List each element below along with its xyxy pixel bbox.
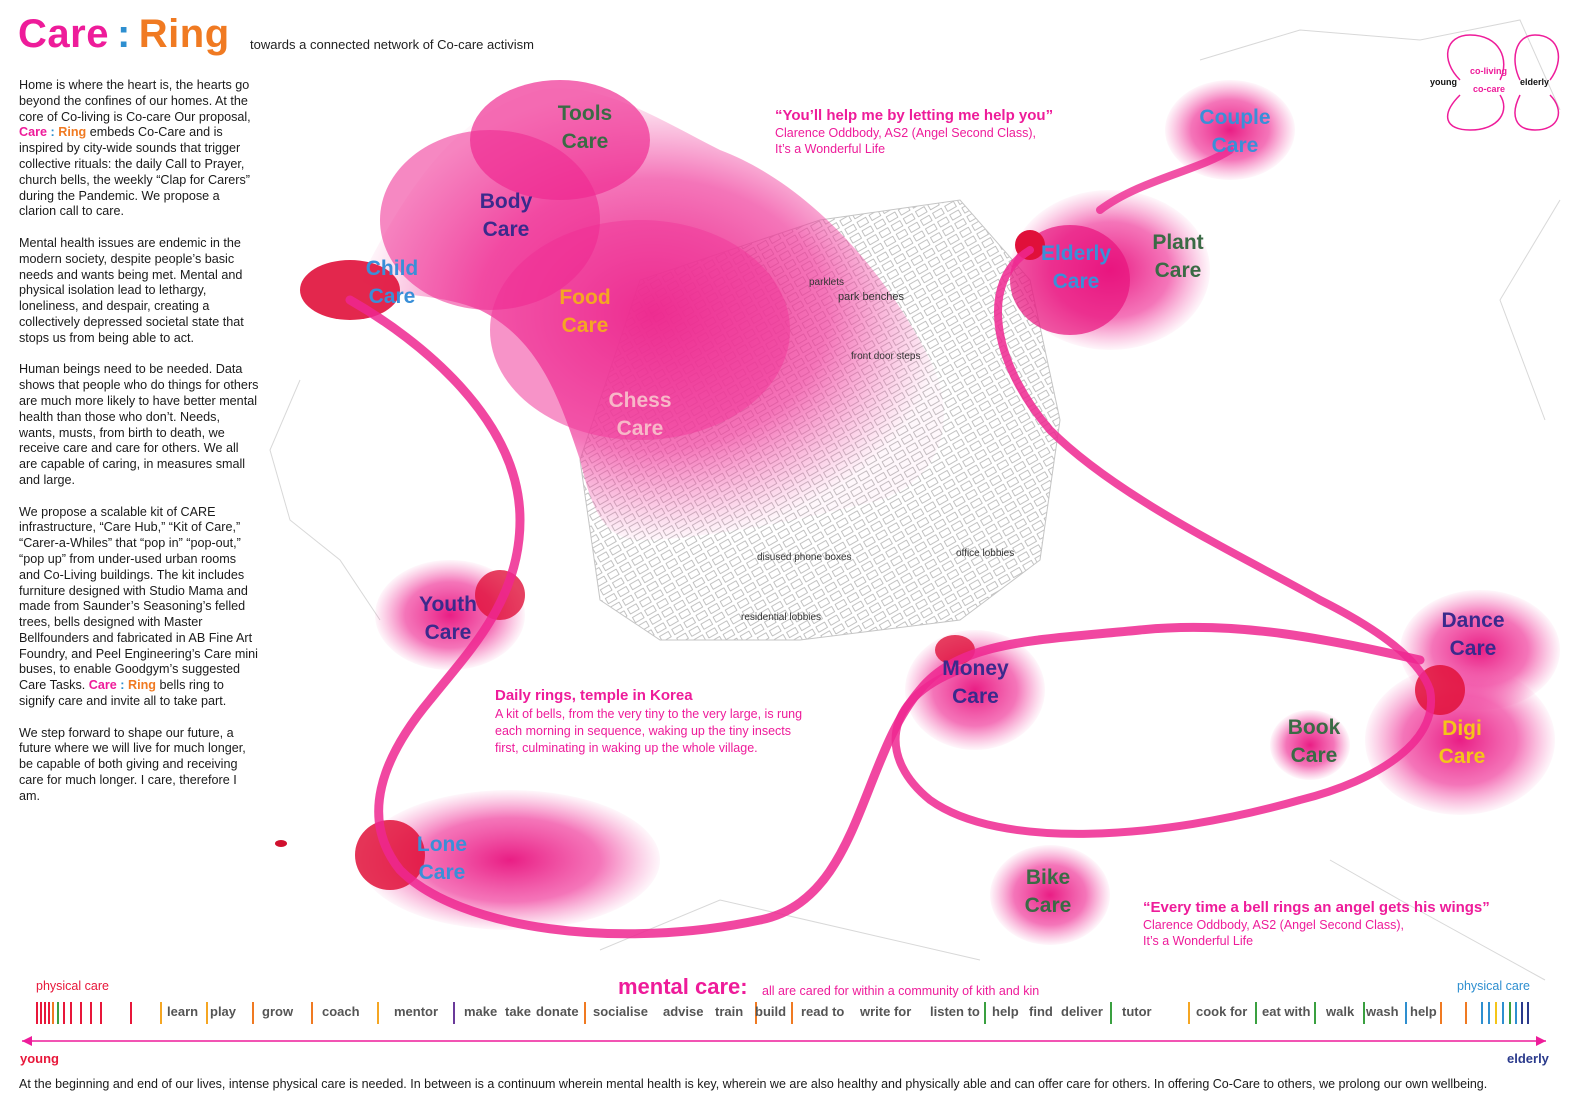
money-care-label: Money Care [942,657,1009,708]
intro-paragraph-1: Home is where the heart is, the hearts g… [19,78,259,220]
digi-care-label: Digi Care [1438,717,1486,768]
spectrum-word-grow: grow [262,1004,294,1019]
intro-paragraph-5: We step forward to shape our future, a f… [19,725,246,803]
legend-young: young [1430,77,1457,87]
page-subtitle: towards a connected network of Co-care a… [250,37,534,52]
spectrum-word-train: train [715,1004,744,1019]
spectrum-word-make: make [464,1004,498,1019]
quote-bell-rings-attribution: Clarence Oddbody, AS2 (Angel Second Clas… [1143,918,1405,948]
mental-care-subtitle: all are cared for within a community of … [762,984,1040,998]
dance-care-label: Dance Care [1441,609,1505,660]
intro-paragraph-2: Mental health issues are endemic in the … [19,235,244,345]
spectrum-word-write-for: write for [860,1004,912,1019]
chess-care-label: Chess Care [608,389,672,440]
spectrum-word-help-2: help [1410,1004,1437,1019]
map-label-parklets: parklets [809,277,845,288]
intro-p4-after: bells ring to signify care and invite al… [19,678,227,709]
legend-cocare: co-care [1473,84,1506,94]
elderly-care-label: Elderly Care [1040,242,1112,293]
intro-p4-colon: : [120,678,125,693]
intro-p1-after: embeds Co-Care and is inspired by city-w… [19,125,250,219]
spectrum-word-mentor: mentor [394,1004,439,1019]
legend-elderly: elderly [1520,77,1550,87]
intro-p1-colon: : [50,125,55,140]
bike-care-blob [990,845,1110,945]
spectrum-word-play: play [210,1004,237,1019]
intro-p1-ring: Ring [58,125,87,140]
tools-care-label: Tools Care [557,102,613,153]
daily-rings-body: A kit of bells, from the very tiny to th… [495,707,803,755]
quote-bell-rings: “Every time a bell rings an angel gets h… [1143,899,1490,916]
body-care-label: Body Care [479,190,533,241]
mental-care-title: mental care: [618,974,748,999]
spectrum-word-take: take [505,1004,532,1019]
map-label-front-door-steps: front door steps [851,351,921,362]
intro-paragraph-3: Human beings need to be needed. Data sho… [19,362,259,487]
title-ring: Ring [138,12,230,56]
spectrum-word-donate: donate [536,1004,579,1019]
title-care: Care [18,12,109,56]
intro-paragraph-4: We propose a scalable kit of CARE infras… [19,505,259,710]
map-label-park-benches: park benches [838,291,905,303]
intro-p1-before: Home is where the heart is, the hearts g… [19,78,251,124]
spectrum-word-build: build [755,1004,787,1019]
spectrum-word-learn: learn [167,1004,199,1019]
intro-p4-care: Care [88,678,117,693]
quote-help-me-attribution: Clarence Oddbody, AS2 (Angel Second Clas… [775,126,1037,156]
spectrum-word-deliver: deliver [1061,1004,1103,1019]
care-ring-paths [345,146,1436,939]
title-colon: : [116,12,131,56]
child-care-node [300,260,400,320]
digi-care-blob [1365,665,1555,815]
spectrum-word-tutor: tutor [1122,1004,1152,1019]
page-title: Care: Ring [18,12,230,57]
spectrum-word-eat-with: eat with [1262,1004,1311,1019]
quote-help-me: “You’ll help me by letting me help you” [775,107,1054,124]
spectrum-word-advise: advise [663,1004,704,1019]
intro-p1-care: Care [19,125,48,140]
red-dot [275,840,287,847]
spectrum-word-coach: coach [322,1004,360,1019]
footer-text: At the beginning and end of our lives, i… [19,1077,1488,1091]
physical-care-left: physical care [36,979,109,993]
intro-p4-ring: Ring [127,678,156,693]
food-care-label: Food Care [559,286,611,337]
daily-rings-title: Daily rings, temple in Korea [495,687,693,704]
map-label-residential-lobbies: residential lobbies [741,612,822,623]
spectrum-word-cook-for: cook for [1196,1004,1248,1019]
map-label-office-lobbies: office lobbies [956,548,1015,559]
couple-care-blob [1165,80,1295,180]
plant-care-label: Plant Care [1152,231,1204,282]
intro-text: Home is where the heart is, the hearts g… [19,78,259,820]
map-label-disused-phone-boxes: disused phone boxes [757,552,852,563]
spectrum-word-listen-to: listen to [930,1004,980,1019]
spectrum-word-read-to: read to [801,1004,845,1019]
lone-care-label: Lone Care [416,833,468,884]
spectrum-word-wash: wash [1366,1004,1399,1019]
intro-p4-before: We propose a scalable kit of CARE infras… [19,504,258,693]
spectrum-word-help: help [992,1004,1019,1019]
book-care-label: Book Care [1287,716,1341,767]
couple-care-label: Couple Care [1199,106,1271,157]
spectrum-word-socialise: socialise [593,1004,648,1019]
youth-care-label: Youth Care [419,593,477,644]
axis-young: young [20,1051,59,1066]
child-care-label: Child Care [365,257,419,308]
spectrum-word-find: find [1029,1004,1053,1019]
money-care-blob [905,630,1045,750]
care-blob-cluster-left [360,80,944,541]
axis-elderly: elderly [1507,1051,1549,1066]
physical-care-right: physical care [1457,979,1530,993]
legend-coliving: co-living [1470,66,1508,76]
bike-care-label: Bike Care [1024,866,1072,917]
spectrum-word-walk: walk [1326,1004,1355,1019]
book-care-blob [1270,710,1350,780]
